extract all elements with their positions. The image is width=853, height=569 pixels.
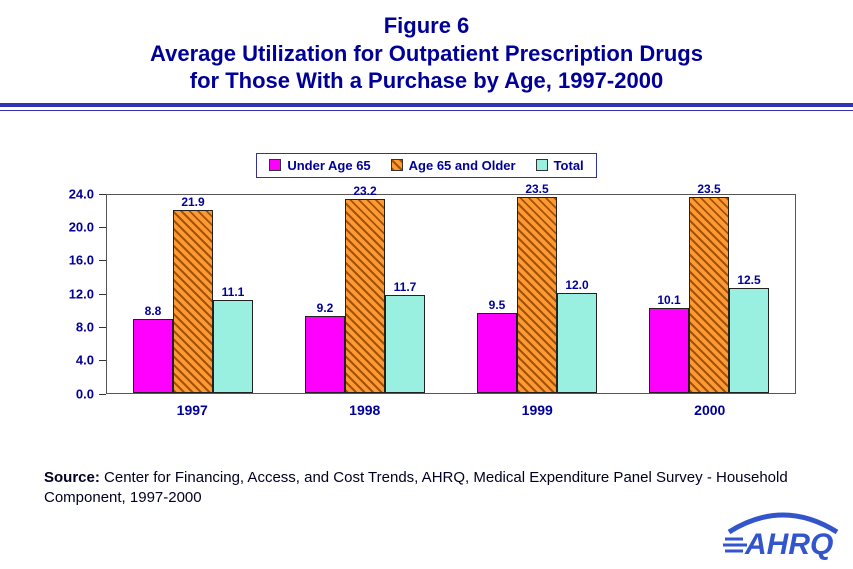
bar-value-label: 11.7 — [394, 280, 417, 294]
y-axis: 24.020.016.012.08.04.00.0 — [48, 194, 106, 394]
logo-speed-lines — [723, 539, 747, 551]
bar-under-age-65-1998 — [305, 316, 345, 393]
bar-wrap-total-1998: 11.7 — [385, 280, 425, 393]
y-tick-label: 16.0 — [69, 253, 94, 268]
bar-value-label: 8.8 — [145, 304, 162, 318]
bar-total-2000 — [729, 288, 769, 392]
bar-under-age-65-1999 — [477, 313, 517, 392]
bar-wrap-under-age-65-1999: 9.5 — [477, 298, 517, 392]
bar-value-label: 21.9 — [181, 195, 204, 209]
slide-page: Figure 6 Average Utilization for Outpati… — [0, 0, 853, 569]
title-main-line1: Average Utilization for Outpatient Presc… — [0, 40, 853, 68]
y-tick-label: 20.0 — [69, 219, 94, 234]
x-axis-label-1997: 1997 — [132, 402, 252, 418]
ahrq-logo: AHRQ — [723, 506, 843, 565]
bar-age-65-and-older-1997 — [173, 210, 213, 393]
legend-swatch-total — [536, 159, 548, 171]
bar-group-1998: 9.2 23.2 11.7 — [305, 184, 425, 392]
bar-value-label: 23.5 — [697, 182, 720, 196]
bar-wrap-under-age-65-2000: 10.1 — [649, 293, 689, 392]
source-text: Source: Center for Financing, Access, an… — [44, 468, 789, 509]
bar-group-2000: 10.1 23.5 12.5 — [649, 182, 769, 393]
bar-value-label: 9.5 — [489, 298, 506, 312]
y-tick-label: 24.0 — [69, 186, 94, 201]
y-tick-mark — [99, 260, 106, 261]
legend-row: Under Age 65 Age 65 and Older Total — [0, 153, 853, 178]
title-divider-rule — [0, 103, 853, 111]
bar-age-65-and-older-1999 — [517, 197, 557, 393]
chart-title: Figure 6 Average Utilization for Outpati… — [0, 0, 853, 95]
ahrq-logo-graphic: AHRQ — [723, 506, 843, 560]
ahrq-logo-text: AHRQ — [744, 528, 833, 560]
bar-wrap-under-age-65-1997: 8.8 — [133, 304, 173, 392]
legend-item-under-65: Under Age 65 — [269, 158, 370, 173]
plot-area: 8.821.911.19.223.211.79.523.512.010.123.… — [106, 194, 796, 394]
bar-under-age-65-2000 — [649, 308, 689, 392]
legend-item-total: Total — [536, 158, 584, 173]
source-body: Center for Financing, Access, and Cost T… — [44, 469, 788, 506]
source-label: Source: — [44, 469, 100, 486]
bar-age-65-and-older-2000 — [689, 197, 729, 393]
y-tick-mark — [99, 327, 106, 328]
bar-wrap-total-2000: 12.5 — [729, 273, 769, 392]
bar-group-1999: 9.5 23.5 12.0 — [477, 182, 597, 393]
bar-wrap-under-age-65-1998: 9.2 — [305, 301, 345, 393]
y-tick-mark — [99, 194, 106, 195]
y-tick-mark — [99, 294, 106, 295]
bar-age-65-and-older-1998 — [345, 199, 385, 392]
bar-value-label: 23.2 — [353, 184, 376, 198]
title-main-line2: for Those With a Purchase by Age, 1997-2… — [0, 67, 853, 95]
bar-wrap-age-65-and-older-2000: 23.5 — [689, 182, 729, 393]
y-tick-label: 0.0 — [76, 386, 94, 401]
bar-value-label: 9.2 — [317, 301, 334, 315]
legend-swatch-65-older — [391, 159, 403, 171]
bar-value-label: 23.5 — [525, 182, 548, 196]
bar-total-1999 — [557, 293, 597, 393]
y-tick-mark — [99, 360, 106, 361]
y-tick-label: 8.0 — [76, 319, 94, 334]
bar-group-1997: 8.8 21.9 11.1 — [133, 195, 253, 393]
x-axis-label-1999: 1999 — [477, 402, 597, 418]
bar-total-1998 — [385, 295, 425, 393]
x-axis-label-2000: 2000 — [650, 402, 770, 418]
chart-legend: Under Age 65 Age 65 and Older Total — [256, 153, 596, 178]
x-axis-label-1998: 1998 — [305, 402, 425, 418]
bar-wrap-total-1997: 11.1 — [213, 285, 253, 393]
legend-item-65-older: Age 65 and Older — [391, 158, 516, 173]
bar-value-label: 12.5 — [737, 273, 760, 287]
legend-label-65-older: Age 65 and Older — [409, 158, 516, 173]
bar-under-age-65-1997 — [133, 319, 173, 392]
bar-chart: 24.020.016.012.08.04.00.0 8.821.911.19.2… — [48, 194, 853, 394]
y-tick-mark — [99, 394, 106, 395]
legend-swatch-under-65 — [269, 159, 281, 171]
legend-label-total: Total — [554, 158, 584, 173]
bar-value-label: 12.0 — [565, 278, 588, 292]
bar-wrap-age-65-and-older-1999: 23.5 — [517, 182, 557, 393]
x-axis-labels: 1997 1998 1999 2000 — [106, 402, 796, 418]
y-tick-label: 4.0 — [76, 353, 94, 368]
bar-wrap-age-65-and-older-1998: 23.2 — [345, 184, 385, 392]
bar-wrap-age-65-and-older-1997: 21.9 — [173, 195, 213, 393]
bar-value-label: 11.1 — [222, 285, 245, 299]
bar-wrap-total-1999: 12.0 — [557, 278, 597, 393]
title-figure-number: Figure 6 — [0, 12, 853, 40]
y-tick-label: 12.0 — [69, 286, 94, 301]
bar-value-label: 10.1 — [657, 293, 680, 307]
y-tick-mark — [99, 227, 106, 228]
legend-label-under-65: Under Age 65 — [287, 158, 370, 173]
bar-total-1997 — [213, 300, 253, 393]
